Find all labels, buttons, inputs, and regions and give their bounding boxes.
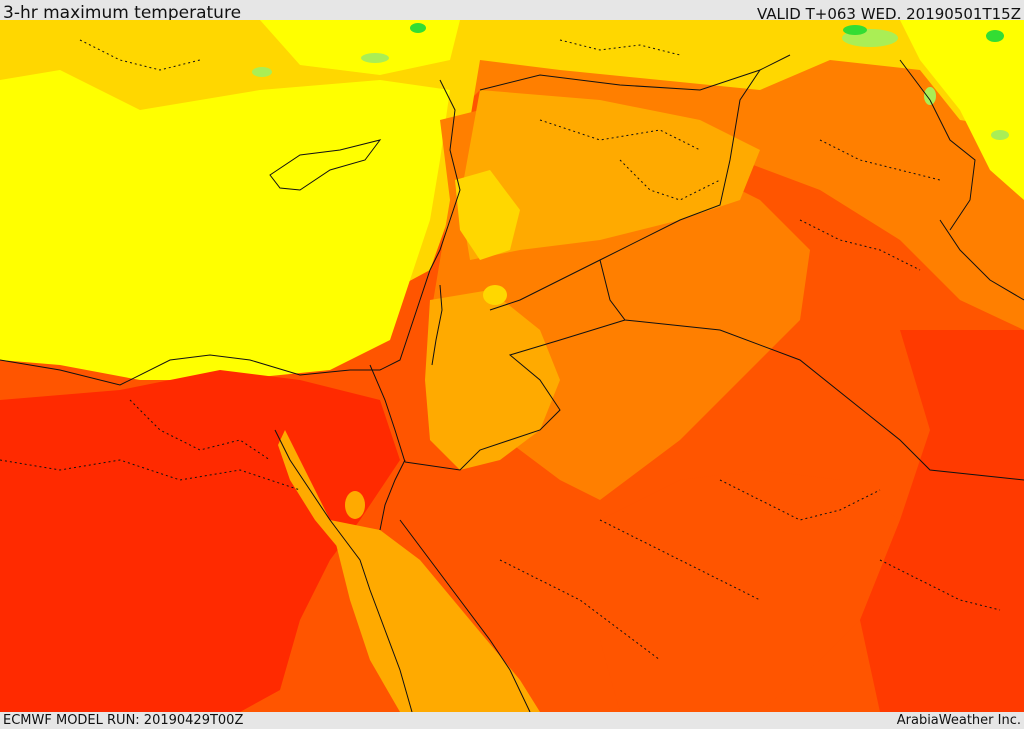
field-green-spot: [361, 53, 389, 63]
field-green-spot: [843, 25, 867, 35]
map-header: 3-hr maximum temperature VALID T+063 WED…: [0, 0, 1024, 20]
field-yellow-sea: [0, 70, 450, 380]
field-green-spot: [986, 30, 1004, 42]
temperature-field: [0, 20, 1024, 712]
temperature-map: [0, 20, 1024, 712]
field-golden-spot: [345, 491, 365, 519]
model-run-label: ECMWF MODEL RUN: 20190429T00Z: [3, 713, 243, 728]
map-footer: ECMWF MODEL RUN: 20190429T00Z ArabiaWeat…: [0, 712, 1024, 729]
field-golden-spot: [483, 285, 507, 305]
field-green-spot: [991, 130, 1009, 140]
field-green-spot: [252, 67, 272, 77]
field-green-spot: [410, 23, 426, 33]
field-green-spot: [924, 87, 936, 105]
credit-label: ArabiaWeather Inc.: [897, 713, 1021, 728]
